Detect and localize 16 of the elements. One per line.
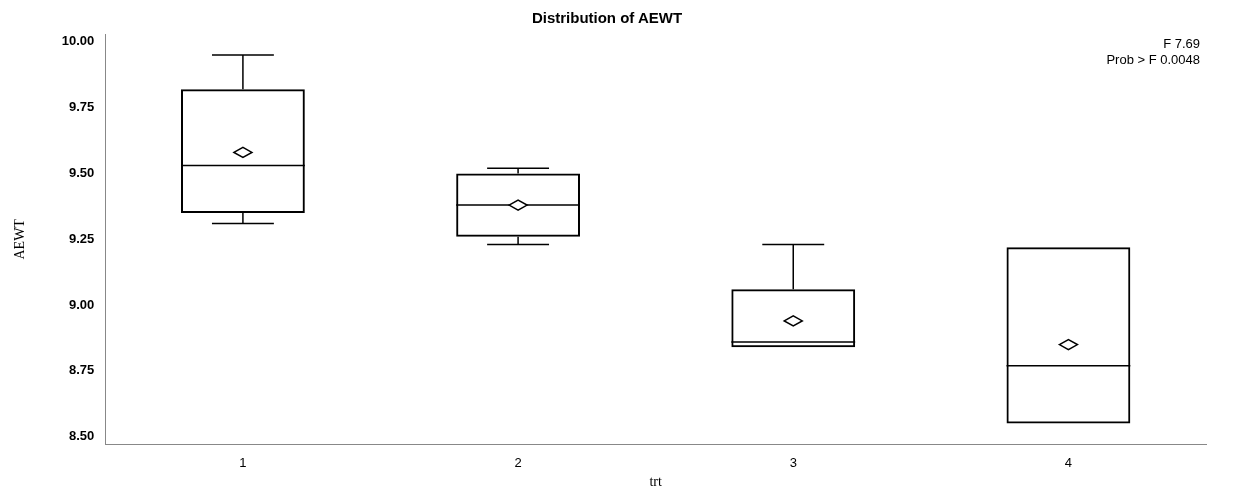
y-tick-label: 9.25 [69, 230, 95, 246]
y-tick-label: 9.50 [69, 165, 95, 181]
x-axis-title: trt [649, 474, 662, 490]
x-tick-label: 4 [1064, 454, 1073, 470]
y-tick-label: 9.00 [69, 296, 95, 312]
x-tick-label: 1 [239, 454, 247, 470]
x-tick-label: 3 [789, 454, 797, 470]
annotation: F 7.69 [1163, 36, 1200, 52]
y-tick-label: 8.50 [69, 428, 95, 444]
y-tick-label: 8.75 [69, 362, 95, 378]
y-tick-label: 9.75 [69, 99, 95, 115]
x-tick-label: 2 [514, 454, 522, 470]
chart-title: Distribution of AEWT [531, 9, 683, 27]
y-axis-title: AEWT [12, 218, 28, 260]
annotation: Prob > F 0.0048 [1106, 52, 1200, 68]
y-tick-label: 10.00 [61, 33, 95, 49]
